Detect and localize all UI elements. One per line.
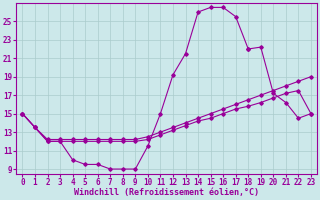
X-axis label: Windchill (Refroidissement éolien,°C): Windchill (Refroidissement éolien,°C): [74, 188, 259, 197]
